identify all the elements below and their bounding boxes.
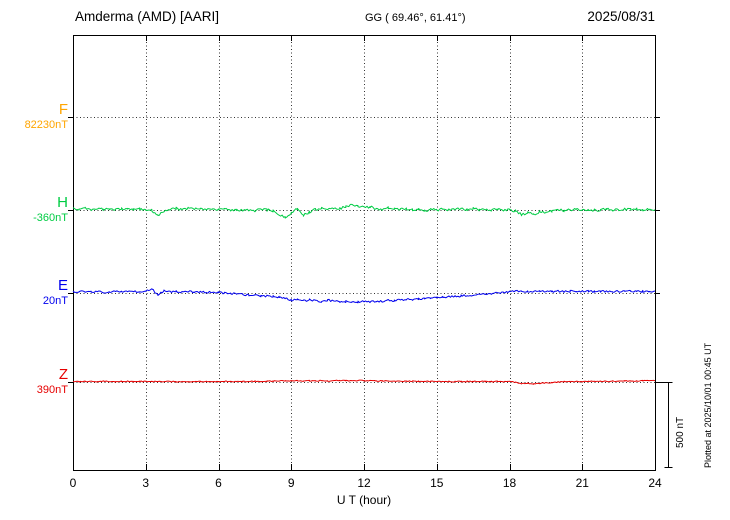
geographic-coordinates: GG ( 69.46°, 61.41°) [365,12,466,24]
plot-date: 2025/08/31 [587,9,655,24]
plotted-at-note: Plotted at 2025/10/01 00:45 UT [703,342,713,468]
x-tick-label: 15 [430,476,444,490]
channel-baseline-h: -360nT [33,212,68,224]
station-title: Amderma (AMD) [AARI] [75,9,220,24]
channel-letter-f: F [58,101,68,118]
x-tick-label: 3 [142,476,150,490]
x-tick-label: 21 [575,476,589,490]
x-tick-label: 18 [502,476,517,490]
channel-letter-z: Z [58,366,68,383]
channel-label-e: E 20nT [10,278,68,308]
channel-baseline-f: 82230nT [24,119,68,131]
channel-label-z: Z 390nT [10,367,68,397]
x-axis-tick-labels: 0 3 6 9 12 15 18 21 24 [0,476,730,490]
x-tick-label: 12 [357,476,371,490]
x-tick-label: 24 [648,476,662,490]
channel-letter-e: E [57,277,68,294]
channel-label-f: F 82230nT [10,102,68,132]
x-tick-label: 0 [69,476,77,490]
channel-label-h: H -360nT [10,195,68,225]
x-tick-label: 6 [215,476,222,490]
channel-baseline-z: 390nT [36,384,68,396]
x-tick-label: 9 [287,476,295,490]
x-axis-title: U T (hour) [336,493,392,507]
channel-letter-h: H [57,194,68,211]
scale-bar-label: 500 nT [675,416,686,448]
channel-baseline-e: 20nT [42,295,68,307]
